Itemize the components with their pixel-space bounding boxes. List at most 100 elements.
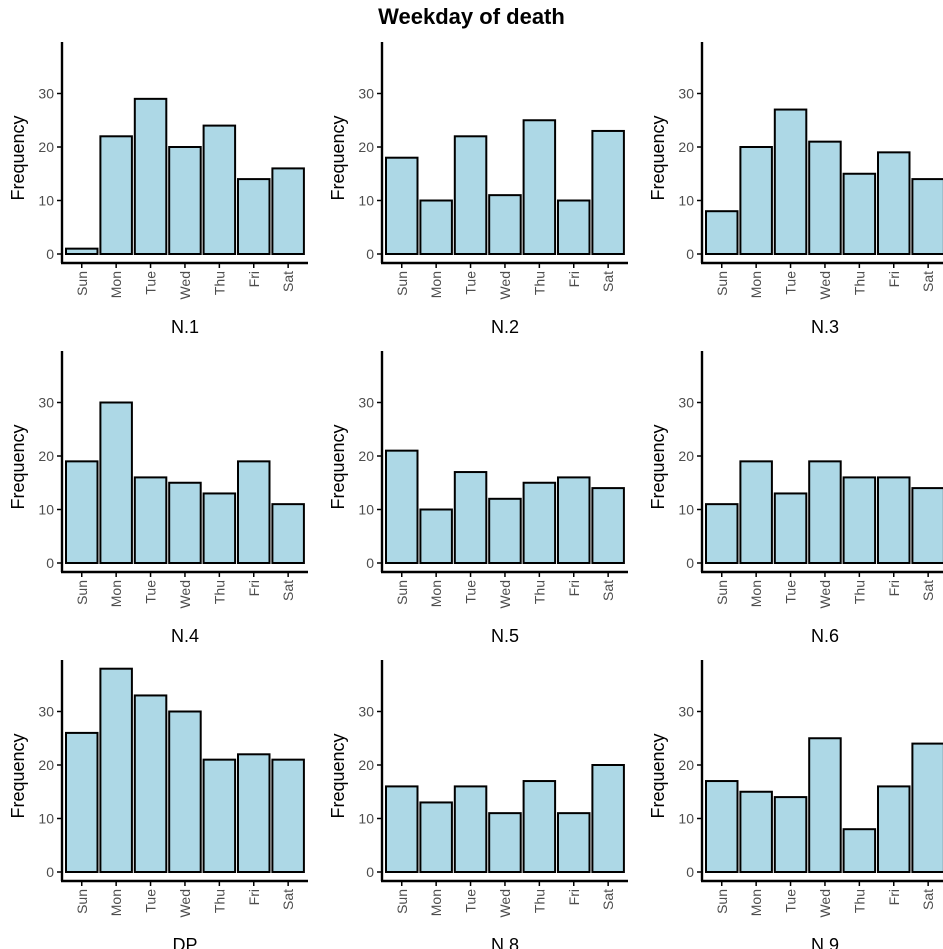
panel-5-x-tick-label-sat: Sat (600, 580, 616, 601)
panel-6-y-axis-title: Frequency (648, 424, 668, 509)
panel-7-x-tick-label-thu: Thu (211, 889, 227, 913)
panel-9-bar-thu (842, 828, 877, 874)
panel-8-x-tick-label-mon: Mon (428, 889, 444, 916)
panel-6-x-tick-label-sun: Sun (714, 580, 730, 605)
panel-8-y-tick-label: 20 (358, 757, 374, 773)
panel-3-x-axis-title: N.3 (811, 317, 839, 337)
panel-4-x-tick-label-sat: Sat (280, 580, 296, 601)
panel-5-y-tick-label: 0 (366, 555, 374, 571)
panel-4-x-axis-title: N.4 (171, 626, 199, 646)
panel-3-x-tick-label-thu: Thu (851, 271, 867, 295)
panel-4-y-tick-label: 10 (38, 502, 54, 518)
panel-7-x-tick-label-mon: Mon (108, 889, 124, 916)
panel-5-x-tick-label-mon: Mon (428, 580, 444, 607)
panel-1-bar-mon (99, 135, 133, 255)
panel-4-y-tick-label: 30 (38, 395, 54, 411)
panel-5-y-axis-title: Frequency (328, 424, 348, 509)
panel-3-x-tick-label-mon: Mon (748, 271, 764, 298)
panel-9-bar-mon (739, 790, 773, 873)
panel-7-x-tick-label-fri: Fri (246, 889, 262, 905)
panel-1-y-tick-label: 20 (38, 139, 54, 155)
panel-4-bar-thu (202, 492, 237, 565)
panel-8-x-tick-label-wed: Wed (497, 889, 513, 918)
panel-9-bar-tue (773, 796, 808, 873)
panel-2-x-tick-label-mon: Mon (428, 271, 444, 298)
panel-6-x-tick-label-fri: Fri (886, 580, 902, 596)
panel-5-x-tick-label-fri: Fri (566, 580, 582, 596)
panel-1-bar-wed (168, 146, 202, 255)
panel-1-bar-sat (271, 167, 305, 255)
panel-4-bar-sun (65, 460, 99, 565)
panel-1-bar-thu (202, 124, 237, 255)
panel-4-bar-wed (168, 481, 202, 564)
panel-5-bar-thu (522, 481, 557, 564)
panel-3-bar-sun (705, 210, 739, 255)
panel-3-y-tick-label: 30 (678, 86, 694, 102)
panel-4-y-tick-label: 0 (46, 555, 54, 571)
panel-2-y-tick-label: 30 (358, 86, 374, 102)
panel-1-bar-tue (133, 97, 168, 255)
panel-2-x-tick-label-sat: Sat (600, 271, 616, 292)
panel-3-x-tick-label-sun: Sun (714, 271, 730, 296)
panel-2-x-tick-label-tue: Tue (463, 271, 479, 295)
panel-8-bar-wed (488, 812, 522, 874)
panel-9-x-tick-label-sun: Sun (714, 889, 730, 914)
panel-9-y-tick-label: 20 (678, 757, 694, 773)
panel-1-x-axis-title: N.1 (171, 317, 199, 337)
panel-8-bar-thu (522, 780, 557, 873)
panel-6-x-tick-label-tue: Tue (783, 580, 799, 604)
panel-5-bar-mon (419, 508, 453, 564)
panel-3-bar-fri (877, 151, 911, 256)
chart-title: Weekday of death (378, 4, 565, 29)
panel-4-x-tick-label-sun: Sun (74, 580, 90, 605)
panel-4-y-axis-title: Frequency (8, 424, 28, 509)
panel-7-x-tick-label-tue: Tue (143, 889, 159, 913)
panel-7-y-tick-label: 20 (38, 757, 54, 773)
panel-2-bar-tue (453, 135, 488, 255)
panel-5-x-tick-label-sun: Sun (394, 580, 410, 605)
panel-6-y-tick-label: 10 (678, 502, 694, 518)
panel-1-x-tick-label-tue: Tue (143, 271, 159, 295)
panel-5-bar-sun (385, 449, 419, 564)
panel-4-x-tick-label-tue: Tue (143, 580, 159, 604)
panel-6-bar-thu (842, 476, 877, 564)
panel-1-bar-sun (65, 247, 99, 255)
panel-9-bar-sat (911, 742, 943, 873)
panel-8-bar-sat (591, 764, 625, 873)
panel-5-x-tick-label-tue: Tue (463, 580, 479, 604)
panel-2-bar-fri (557, 199, 591, 255)
panel-3-y-tick-label: 0 (686, 246, 694, 262)
panel-3-bar-thu (842, 172, 877, 255)
panel-7-x-tick-label-sat: Sat (280, 889, 296, 910)
panel-1-x-tick-label-thu: Thu (211, 271, 227, 295)
panel-9-x-axis-title: N.9 (811, 935, 839, 949)
panel-3-y-tick-label: 10 (678, 193, 694, 209)
panel-7-x-tick-label-wed: Wed (177, 889, 193, 918)
panel-4-bar-mon (99, 401, 133, 564)
panel-9-x-tick-label-mon: Mon (748, 889, 764, 916)
panel-1-x-tick-label-sat: Sat (280, 271, 296, 292)
panel-3-x-tick-label-tue: Tue (783, 271, 799, 295)
panel-1-x-tick-label-wed: Wed (177, 271, 193, 300)
panel-9-y-tick-label: 30 (678, 704, 694, 720)
panel-2-y-axis-title: Frequency (328, 115, 348, 200)
panel-9-x-tick-label-fri: Fri (886, 889, 902, 905)
panel-5-y-tick-label: 30 (358, 395, 374, 411)
panel-7-bar-thu (202, 758, 237, 874)
panel-8-x-axis-title: N.8 (491, 935, 519, 949)
panel-3-x-tick-label-sat: Sat (920, 271, 936, 292)
panel-2-x-tick-label-wed: Wed (497, 271, 513, 300)
panel-9-bar-fri (877, 785, 911, 874)
panel-3-y-axis-title: Frequency (648, 115, 668, 200)
panel-7-x-axis-title: DP (172, 935, 197, 949)
panel-2-x-axis-title: N.2 (491, 317, 519, 337)
panel-6-bar-mon (739, 460, 773, 565)
panel-8-bar-sun (385, 785, 419, 874)
panel-3-x-tick-label-fri: Fri (886, 271, 902, 287)
panel-9-bar-wed (808, 737, 842, 873)
panel-9-y-axis-title: Frequency (648, 733, 668, 818)
panel-8-x-tick-label-thu: Thu (531, 889, 547, 913)
panel-6-x-tick-label-thu: Thu (851, 580, 867, 604)
panel-6-bar-sun (705, 503, 739, 564)
panel-1-x-tick-label-fri: Fri (246, 271, 262, 287)
